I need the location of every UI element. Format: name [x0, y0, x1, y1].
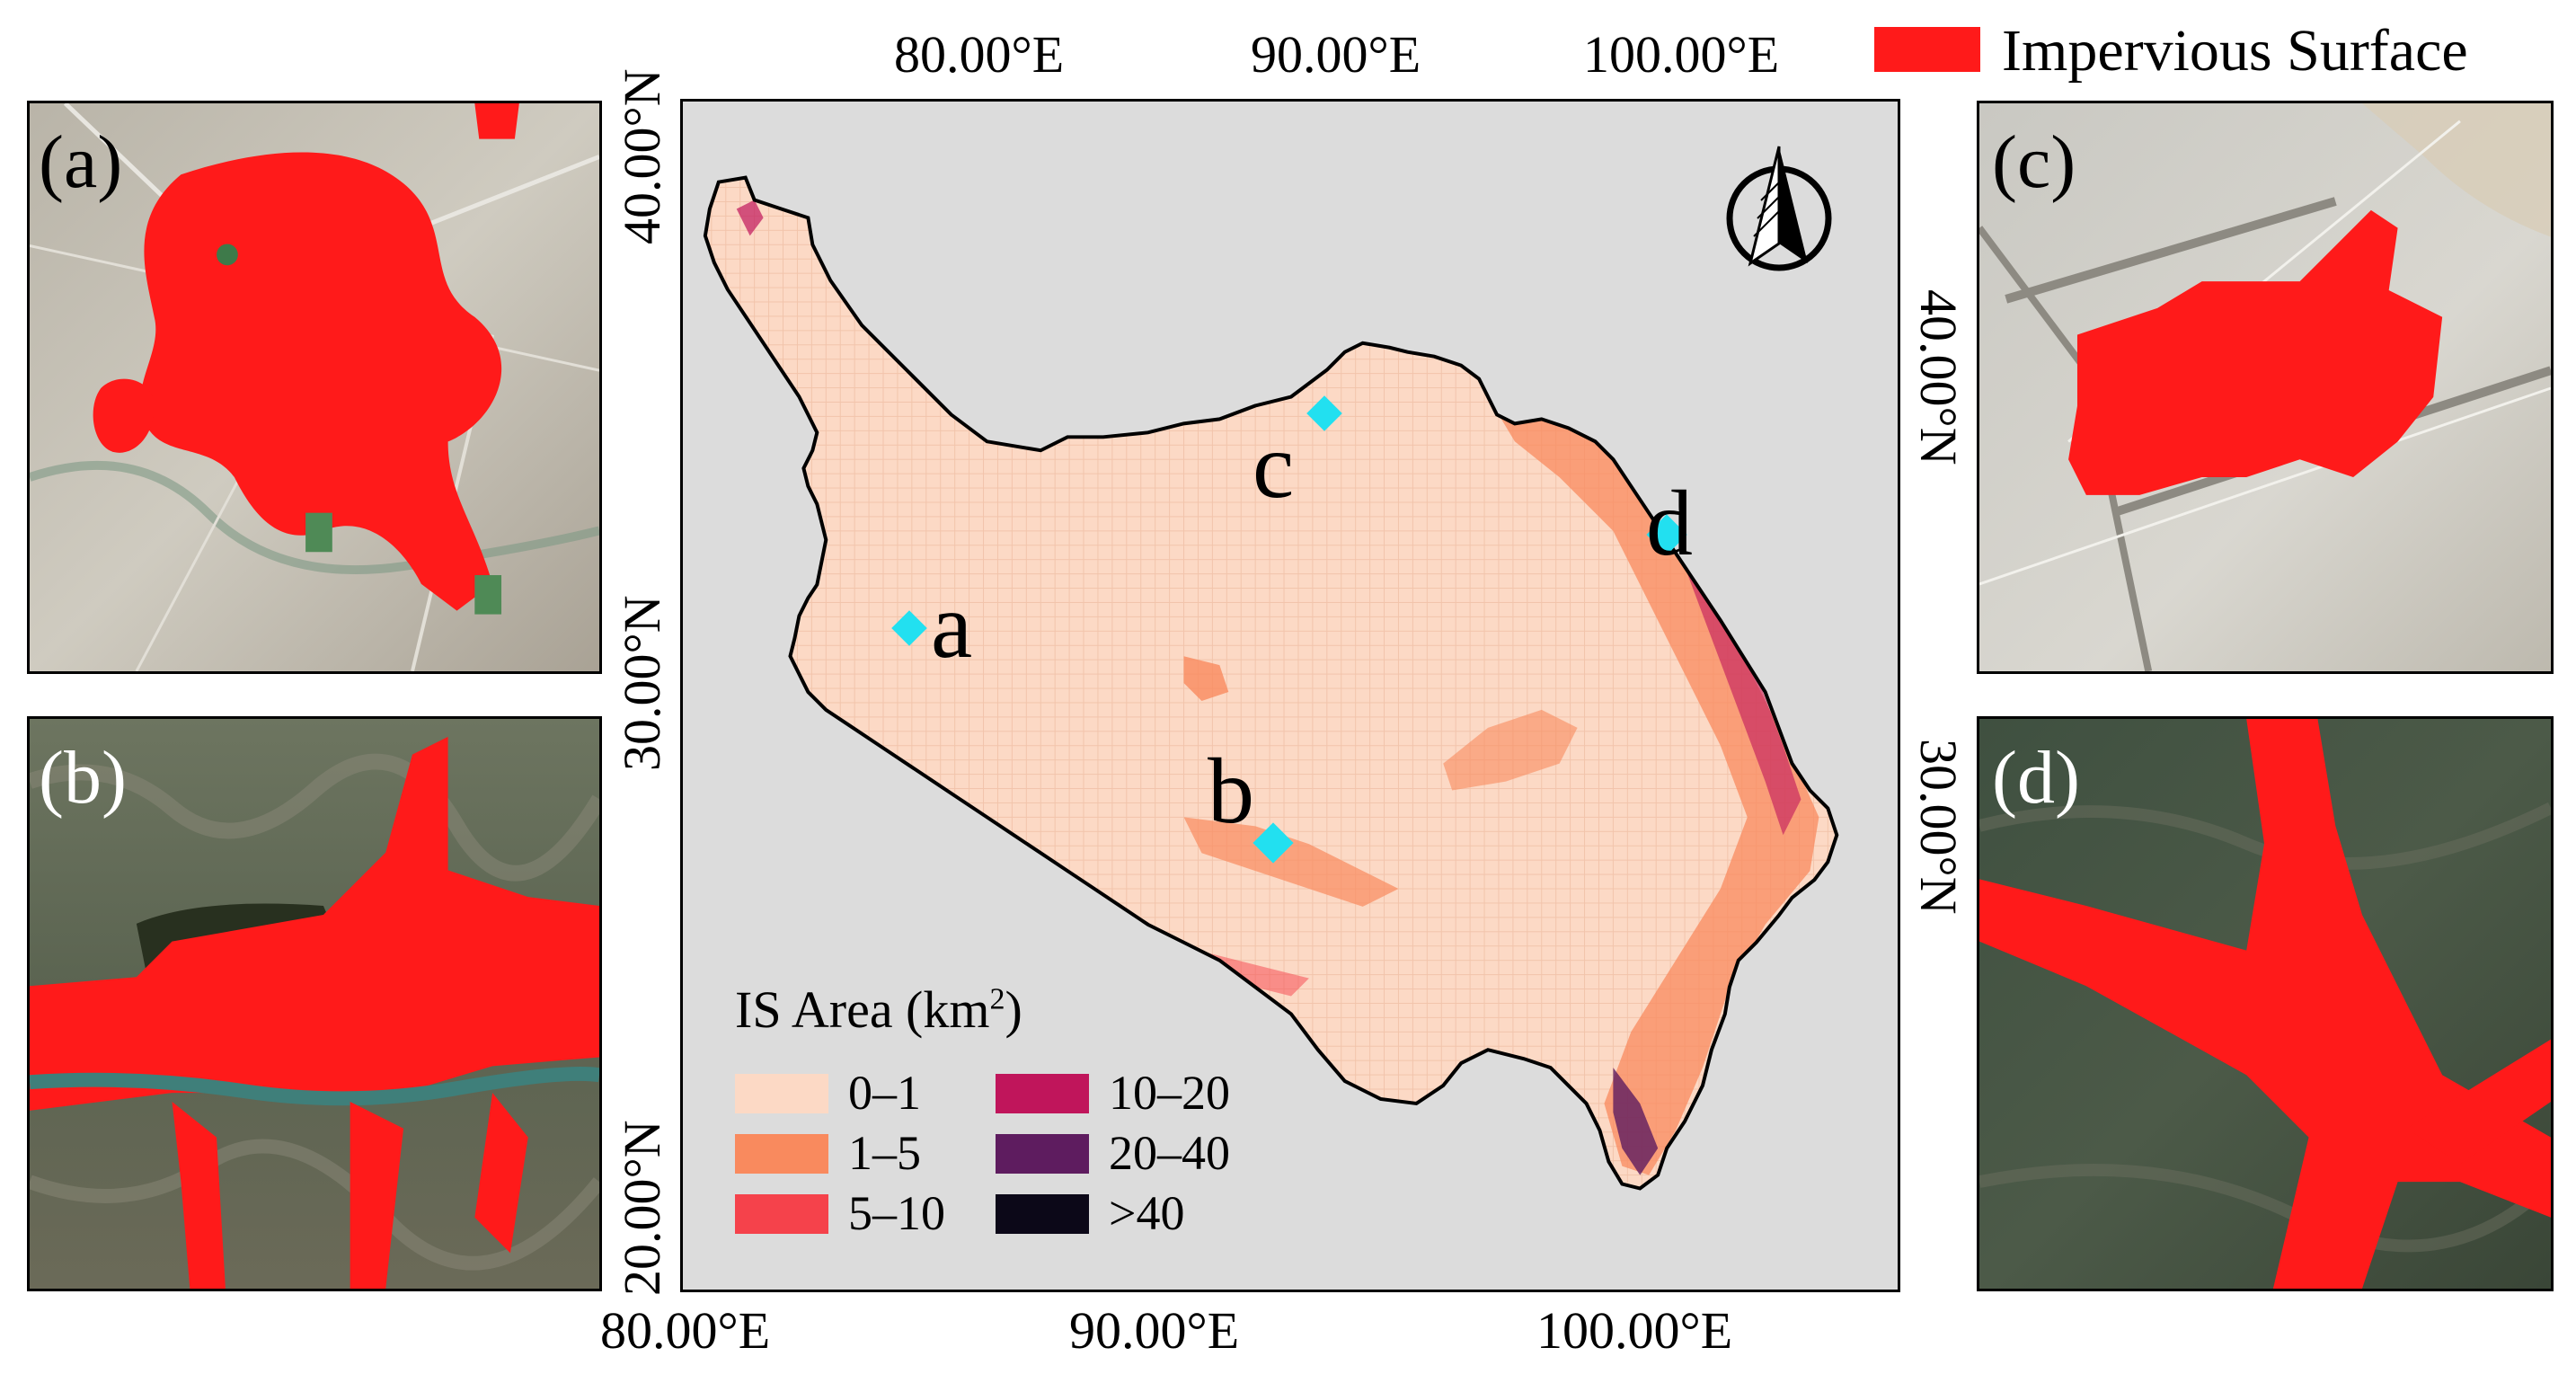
legend-label-1: 1–5 [848, 1126, 921, 1180]
right-lat-label-30: 30.00°N [1909, 739, 1968, 915]
legend-swatch-3 [996, 1074, 1089, 1113]
impervious-surface-swatch [1874, 27, 1980, 72]
legend-label-0: 0–1 [848, 1066, 921, 1120]
legend-swatch-0 [735, 1074, 828, 1113]
legend-title-sup: 2 [989, 982, 1005, 1016]
main-map: a b c d IS Area (km2) 0–1 1–5 5–10 10–20… [680, 99, 1900, 1292]
legend-swatch-5 [996, 1194, 1089, 1234]
inset-panel-c: (c) [1977, 101, 2554, 674]
inset-panel-a: (a) [27, 101, 602, 674]
panel-d-label: (d) [1992, 736, 2080, 820]
left-lat-label-30: 30.00°N [613, 595, 671, 771]
inset-image-b [30, 719, 599, 1289]
north-arrow-icon [1716, 137, 1842, 272]
legend-label-5: >40 [1109, 1186, 1185, 1240]
left-lat-label-20: 20.00°N [613, 1120, 671, 1296]
legend-title-end: ) [1005, 980, 1022, 1039]
inset-panel-b: (b) [27, 716, 602, 1291]
inset-panel-d: (d) [1977, 716, 2554, 1291]
top-lon-label-80: 80.00°E [894, 25, 1065, 84]
panel-c-label: (c) [1992, 120, 2076, 204]
legend-label-2: 5–10 [848, 1186, 945, 1240]
panel-a-label: (a) [39, 120, 123, 204]
top-lon-label-100: 100.00°E [1583, 25, 1780, 84]
site-label-d: d [1646, 472, 1693, 575]
bottom-lon-label-80: 80.00°E [600, 1301, 771, 1360]
site-label-c: c [1253, 414, 1295, 518]
legend-title: IS Area (km2) [735, 984, 1022, 1036]
legend-label-4: 20–40 [1109, 1126, 1230, 1180]
impervious-surface-legend: Impervious Surface [1874, 22, 2557, 84]
legend-swatch-4 [996, 1134, 1089, 1174]
inset-image-c [1979, 103, 2551, 671]
legend-swatch-2 [735, 1194, 828, 1234]
legend-label-3: 10–20 [1109, 1066, 1230, 1120]
legend-title-text: IS Area (km [735, 980, 990, 1039]
left-lat-label-40: 40.00°N [613, 68, 671, 244]
legend-swatch-1 [735, 1134, 828, 1174]
top-lon-label-90: 90.00°E [1251, 25, 1421, 84]
site-label-a: a [931, 574, 973, 678]
site-label-b: b [1208, 740, 1254, 843]
bottom-lon-label-90: 90.00°E [1069, 1301, 1240, 1360]
bottom-lon-label-100: 100.00°E [1536, 1301, 1733, 1360]
panel-b-label: (b) [39, 736, 127, 820]
inset-image-d [1979, 719, 2551, 1289]
impervious-surface-label: Impervious Surface [2002, 18, 2468, 84]
plateau-map-svg [703, 175, 1839, 1191]
right-lat-label-40: 40.00°N [1909, 289, 1968, 465]
inset-image-a [30, 103, 599, 671]
